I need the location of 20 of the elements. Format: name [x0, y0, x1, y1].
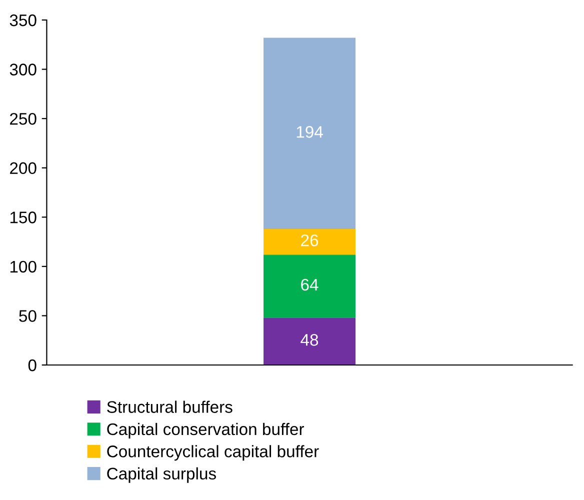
- bar: [264, 318, 356, 365]
- data-label: 48: [300, 334, 318, 346]
- y-tick-label: 300: [10, 64, 36, 76]
- data-label: 194: [296, 126, 323, 138]
- y-tick-label: 250: [10, 112, 36, 125]
- bar: [264, 254, 356, 318]
- legend-label: Capital surplus: [107, 467, 216, 483]
- y-tick-label: 50: [19, 310, 36, 322]
- legend-label: Countercyclical capital buffer: [107, 445, 319, 461]
- y-tick-label: 100: [10, 260, 36, 273]
- legend-label: Structural buffers: [107, 400, 232, 413]
- y-tick-label: 350: [10, 14, 36, 26]
- data-label: 64: [301, 278, 318, 291]
- y-tick-label: 150: [10, 212, 36, 224]
- bar: [264, 38, 356, 229]
- data-label: 26: [301, 234, 318, 246]
- y-tick-label: 200: [10, 162, 36, 174]
- legend-label: Capital conservation buffer: [107, 422, 304, 438]
- bar: [264, 228, 356, 255]
- y-tick-label: 0: [28, 359, 36, 372]
